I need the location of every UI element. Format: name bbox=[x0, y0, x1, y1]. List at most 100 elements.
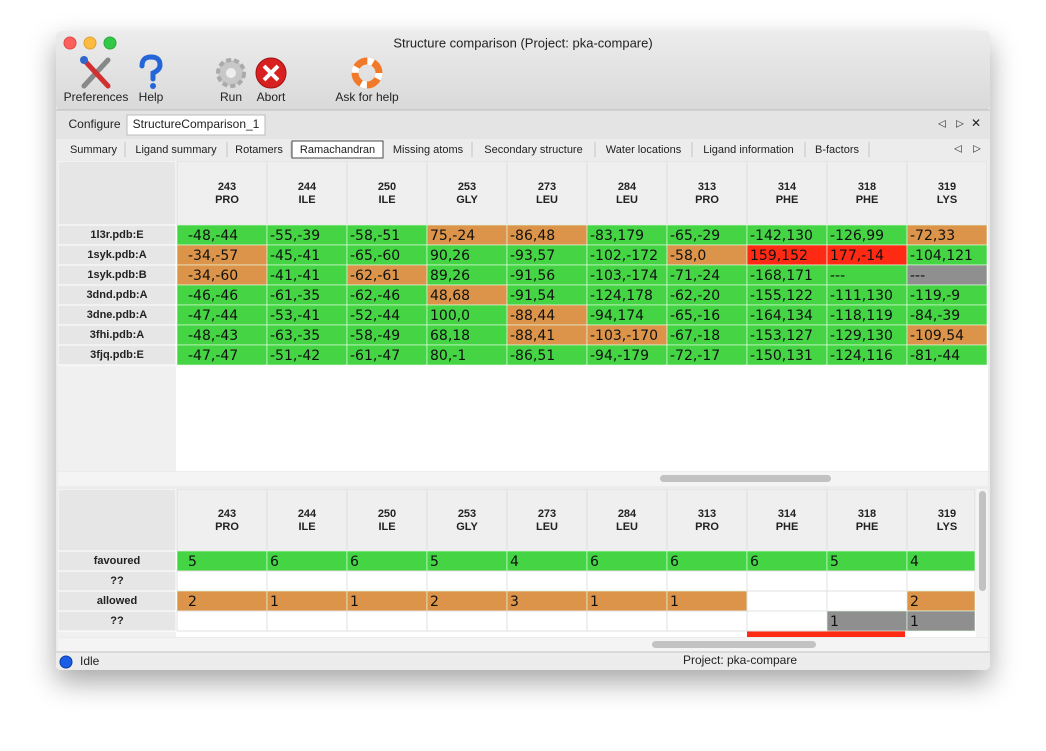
bottom-vscroll-thumb[interactable] bbox=[979, 491, 986, 591]
column-number: 314 bbox=[778, 181, 797, 193]
subtab[interactable] bbox=[596, 141, 691, 158]
cell-value: -65,-16 bbox=[670, 308, 720, 324]
cell bbox=[906, 570, 976, 592]
column-residue: ILE bbox=[298, 521, 315, 533]
tab-label[interactable]: Configure bbox=[68, 117, 120, 131]
column-header bbox=[906, 161, 988, 226]
cell-value: 1 bbox=[670, 594, 679, 610]
column-number: 318 bbox=[858, 181, 876, 193]
tab-right[interactable]: ▷ bbox=[956, 119, 964, 130]
subtab-label[interactable]: Summary bbox=[70, 144, 118, 156]
cell bbox=[346, 570, 428, 592]
column-header bbox=[586, 161, 668, 226]
cell-value: 2 bbox=[910, 594, 919, 610]
cell bbox=[746, 590, 828, 612]
cell-value: 5 bbox=[830, 554, 839, 570]
minimize-button[interactable] bbox=[83, 36, 97, 50]
cell-value: -126,99 bbox=[830, 228, 884, 244]
subtab-label[interactable]: B-factors bbox=[815, 144, 860, 156]
subtab[interactable] bbox=[228, 141, 290, 158]
cell-value: -63,-35 bbox=[270, 328, 320, 344]
corner-header bbox=[58, 489, 177, 552]
column-header bbox=[266, 161, 348, 226]
subtab[interactable] bbox=[63, 141, 124, 158]
cell-value: -124,178 bbox=[590, 288, 653, 304]
toolbar-button-label[interactable]: Help bbox=[139, 90, 164, 104]
row-header bbox=[58, 610, 177, 632]
cell-value: -88,44 bbox=[510, 308, 555, 324]
cell-value: 2 bbox=[188, 594, 197, 610]
subtab[interactable] bbox=[473, 141, 594, 158]
cell-partial bbox=[747, 631, 827, 637]
bottom-hscroll-thumb[interactable] bbox=[652, 641, 816, 648]
cell bbox=[826, 610, 908, 632]
column-residue: LEU bbox=[536, 194, 558, 206]
subtab-label[interactable]: Missing atoms bbox=[393, 144, 464, 156]
toolbar-button-label[interactable]: Abort bbox=[257, 90, 286, 104]
cell-value: -86,51 bbox=[510, 348, 555, 364]
close-button[interactable] bbox=[63, 36, 77, 50]
cell bbox=[346, 610, 428, 632]
column-header bbox=[746, 489, 828, 552]
subtab-label[interactable]: Ligand information bbox=[703, 144, 794, 156]
cell-value: -94,174 bbox=[590, 308, 644, 324]
cell-value: -142,130 bbox=[750, 228, 813, 244]
tab-left[interactable]: ◁ bbox=[938, 119, 946, 130]
tab[interactable] bbox=[63, 115, 126, 135]
subtab-label[interactable]: Secondary structure bbox=[484, 144, 582, 156]
cell-value: 68,18 bbox=[430, 328, 470, 344]
cell-value: -58,-49 bbox=[350, 328, 400, 344]
bottom-hscroll[interactable] bbox=[58, 638, 988, 651]
cell-value: -45,-41 bbox=[270, 248, 320, 264]
corner-header bbox=[58, 161, 177, 226]
cell bbox=[506, 570, 588, 592]
tab-close[interactable]: ✕ bbox=[971, 116, 981, 130]
tab[interactable] bbox=[126, 114, 266, 136]
subtab[interactable] bbox=[291, 140, 384, 159]
cell-value: 100,0 bbox=[430, 308, 470, 324]
cell-value: -46,-46 bbox=[188, 288, 238, 304]
column-residue: PHE bbox=[856, 194, 879, 206]
subtab[interactable] bbox=[806, 141, 868, 158]
toolbar-button-label[interactable]: Ask for help bbox=[335, 90, 399, 104]
cell-value: -93,57 bbox=[510, 248, 555, 264]
cell-value: -62,-61 bbox=[350, 268, 400, 284]
top-hscroll[interactable] bbox=[58, 472, 988, 486]
abort-icon bbox=[255, 57, 287, 89]
cell-value: -62,-20 bbox=[670, 288, 720, 304]
row-label: 3fjq.pdb:E bbox=[90, 349, 144, 361]
subtab-left[interactable]: ◁ bbox=[954, 144, 962, 155]
run-icon bbox=[216, 58, 246, 88]
cell bbox=[666, 610, 748, 632]
cell-value: -65,-29 bbox=[670, 228, 720, 244]
toolbar-button-label[interactable]: Preferences bbox=[64, 90, 129, 104]
preferences-icon bbox=[80, 56, 111, 89]
subtab-label[interactable]: Ligand summary bbox=[135, 144, 217, 156]
cell-value: -91,54 bbox=[510, 288, 555, 304]
column-header bbox=[666, 161, 748, 226]
cell bbox=[586, 610, 668, 632]
subtab-right[interactable]: ▷ bbox=[973, 144, 981, 155]
subtab-label[interactable]: Rotamers bbox=[235, 144, 283, 156]
cell bbox=[506, 550, 588, 572]
tab-label[interactable]: StructureComparison_1 bbox=[133, 117, 260, 131]
toolbar-button-label[interactable]: Run bbox=[220, 90, 242, 104]
column-number: 284 bbox=[618, 508, 637, 520]
row-header bbox=[58, 344, 177, 366]
subtab-label[interactable]: Ramachandran bbox=[300, 144, 375, 156]
status-project: Project: pka-compare bbox=[683, 653, 797, 667]
zoom-button[interactable] bbox=[103, 36, 117, 50]
cell-value: -104,121 bbox=[910, 248, 973, 264]
row-label: ?? bbox=[110, 575, 124, 587]
cell-value: -47,-47 bbox=[188, 348, 238, 364]
top-hscroll-thumb[interactable] bbox=[660, 475, 831, 482]
subtab[interactable] bbox=[385, 141, 471, 158]
cell bbox=[746, 570, 828, 592]
cell-value: -55,-39 bbox=[270, 228, 320, 244]
cell bbox=[586, 570, 668, 592]
subtab[interactable] bbox=[693, 141, 804, 158]
cell-value: -58,0 bbox=[670, 248, 706, 264]
subtab[interactable] bbox=[126, 141, 226, 158]
subtab-label[interactable]: Water locations bbox=[606, 144, 682, 156]
cell bbox=[666, 550, 748, 572]
